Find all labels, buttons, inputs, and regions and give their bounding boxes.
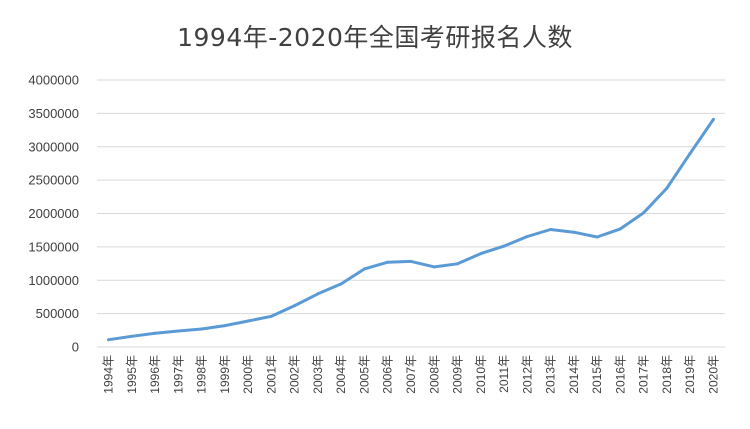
x-tick-label: 2009年 bbox=[451, 355, 465, 394]
data-point bbox=[176, 329, 180, 333]
y-tick-label: 500000 bbox=[36, 306, 79, 321]
x-tick-label: 1997年 bbox=[171, 355, 185, 394]
data-point bbox=[479, 252, 483, 256]
x-tick-label: 2014年 bbox=[567, 355, 581, 394]
x-tick-label: 2019年 bbox=[683, 355, 697, 394]
x-tick-label: 1998年 bbox=[195, 355, 209, 394]
x-tick-label: 2013年 bbox=[544, 355, 558, 394]
x-axis: 1994年 1995年 1996年 1997年 1998年 1999年 2000年 2001年… bbox=[102, 355, 721, 394]
data-point bbox=[618, 227, 622, 231]
data-point bbox=[572, 230, 576, 234]
x-tick-label: 2015年 bbox=[590, 355, 604, 394]
data-point bbox=[525, 235, 529, 238]
y-tick-label: 4000000 bbox=[28, 73, 79, 88]
data-point bbox=[386, 260, 390, 264]
data-point bbox=[153, 331, 157, 335]
data-point bbox=[200, 327, 204, 331]
x-tick-label: 2006年 bbox=[381, 355, 395, 394]
x-tick-label: 1999年 bbox=[218, 355, 232, 394]
gridlines bbox=[97, 79, 725, 348]
data-point bbox=[223, 324, 227, 328]
x-tick-label: 2008年 bbox=[427, 355, 441, 394]
data-point bbox=[456, 262, 459, 266]
x-tick-label: 2012年 bbox=[520, 355, 534, 394]
data-point bbox=[665, 186, 669, 190]
data-point bbox=[688, 151, 692, 155]
y-tick-label: 2500000 bbox=[28, 173, 79, 188]
x-tick-label: 1996年 bbox=[148, 355, 162, 394]
x-tick-label: 2017年 bbox=[637, 355, 651, 394]
y-tick-label: 0 bbox=[72, 340, 79, 355]
x-tick-label: 2010年 bbox=[474, 355, 488, 394]
x-tick-label: 2000年 bbox=[241, 355, 255, 394]
data-point bbox=[293, 304, 297, 308]
data-point bbox=[130, 334, 134, 338]
x-tick-label: 2007年 bbox=[404, 355, 418, 394]
data-point bbox=[339, 282, 343, 286]
x-tick-label: 2020年 bbox=[706, 355, 720, 394]
data-point bbox=[549, 228, 553, 231]
x-tick-label: 2002年 bbox=[288, 355, 302, 394]
x-tick-label: 1994年 bbox=[102, 355, 116, 394]
data-point bbox=[246, 319, 250, 323]
x-tick-label: 2004年 bbox=[334, 355, 348, 394]
data-point bbox=[432, 265, 436, 269]
x-tick-label: 2018年 bbox=[660, 355, 674, 394]
data-point bbox=[502, 244, 506, 248]
series-group bbox=[107, 117, 715, 342]
y-tick-label: 3500000 bbox=[28, 106, 79, 121]
y-tick-label: 2000000 bbox=[28, 206, 79, 221]
x-tick-label: 2011年 bbox=[497, 355, 511, 393]
y-tick-label: 1500000 bbox=[28, 239, 79, 254]
y-tick-label: 1000000 bbox=[28, 273, 79, 288]
data-point bbox=[642, 211, 646, 215]
y-tick-label: 3000000 bbox=[28, 139, 79, 154]
x-tick-label: 2003年 bbox=[311, 355, 325, 394]
data-point bbox=[107, 338, 111, 342]
x-tick-label: 2005年 bbox=[357, 355, 371, 394]
data-point bbox=[363, 267, 366, 271]
x-tick-label: 1995年 bbox=[125, 355, 139, 394]
data-point bbox=[711, 117, 715, 121]
data-point bbox=[269, 314, 273, 318]
data-point bbox=[316, 292, 320, 296]
data-point bbox=[595, 235, 599, 239]
series-line bbox=[107, 117, 715, 342]
chart-title: 1994年-2020年全国考研报名人数 bbox=[177, 23, 573, 52]
x-tick-label: 2001年 bbox=[264, 355, 278, 394]
y-axis: 0 500000 1000000 1500000 2000000 2500000 30000… bbox=[28, 73, 79, 355]
data-point bbox=[409, 259, 413, 263]
x-tick-label: 2016年 bbox=[613, 355, 627, 394]
